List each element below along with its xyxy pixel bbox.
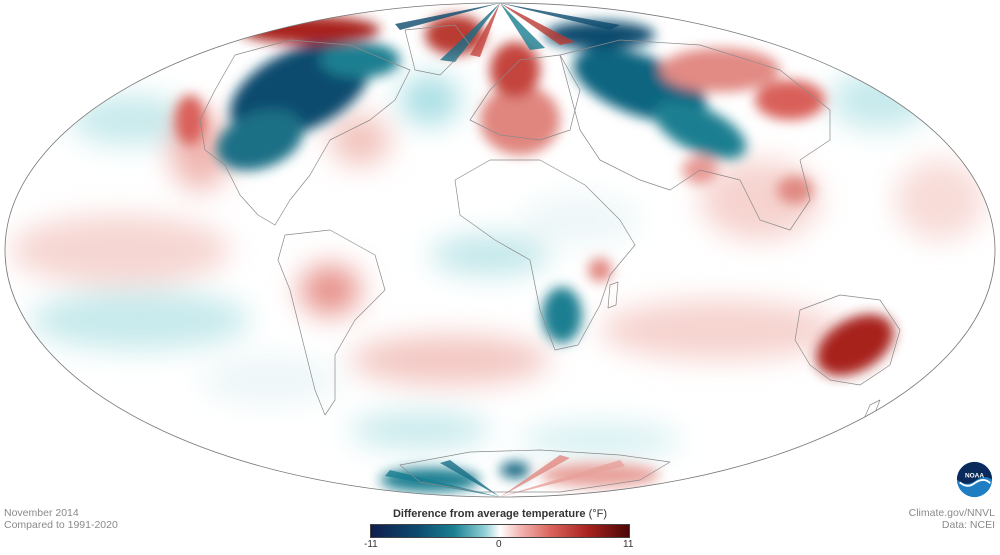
north-america-outline (199, 39, 411, 226)
source-label: Climate.gov/NNVL (908, 507, 995, 519)
legend-unit: (°F) (588, 508, 608, 520)
europe-outline (469, 54, 581, 141)
greenland-outline (404, 24, 471, 76)
legend-tick-min: -11 (364, 539, 378, 550)
madagascar-outline (607, 281, 619, 309)
anomaly-fields-broad (10, 70, 985, 458)
legend-title-text: Difference from average temperature (392, 508, 586, 520)
date-label: November 2014 (4, 507, 79, 519)
antarctica-outline (399, 449, 671, 493)
globe-outline (4, 2, 996, 498)
temperature-anomaly-map (4, 2, 996, 498)
south-america-outline (277, 229, 386, 416)
data-credit-label: Data: NCEI (941, 519, 995, 531)
date-caption: November 2014 Compared to 1991-2020 (4, 507, 118, 531)
noaa-logo-icon: NOAA (956, 461, 993, 498)
africa-outline (454, 159, 636, 351)
color-legend: Difference from average temperature (°F)… (364, 508, 634, 553)
asia-outline (559, 39, 831, 231)
source-caption: Climate.gov/NNVL Data: NCEI (909, 507, 995, 531)
baseline-label: Compared to 1991-2020 (4, 519, 118, 531)
legend-title: Difference from average temperature (°F) (370, 508, 630, 520)
noaa-logo-text: NOAA (965, 473, 984, 480)
legend-color-bar (370, 524, 630, 538)
australia-outline (794, 294, 901, 386)
legend-tick-max: 11 (623, 539, 634, 550)
legend-tick-mid: 0 (496, 539, 502, 550)
